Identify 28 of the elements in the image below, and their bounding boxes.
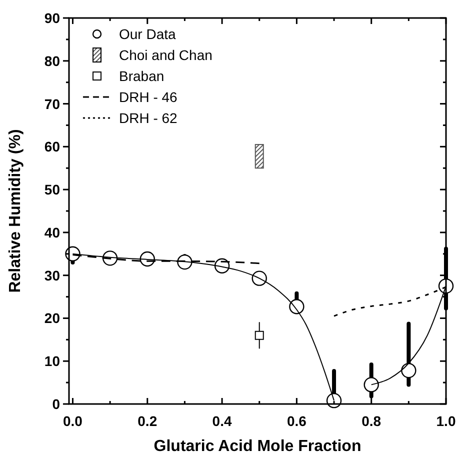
x-tick-label: 1.0	[436, 413, 456, 429]
y-tick-label: 70	[44, 96, 60, 112]
point	[252, 270, 267, 286]
y-tick-label: 50	[44, 182, 60, 198]
x-tick-label: 0.0	[63, 413, 83, 429]
y-tick-label: 0	[52, 396, 60, 412]
y-tick-label: 60	[44, 138, 60, 155]
point	[289, 299, 304, 314]
point	[254, 330, 264, 340]
y-tick-label: 90	[44, 10, 60, 26]
x-tick-label: 0.6	[286, 413, 307, 429]
legend-label: DRH - 46	[119, 89, 178, 105]
y-tick-label: 20	[44, 310, 60, 326]
y-axis-title: Relative Humidity (%)	[7, 129, 24, 293]
x-tick-label: 0.8	[362, 413, 382, 429]
x-tick-label: 0.4	[212, 413, 232, 429]
y-tick-label: 30	[44, 267, 60, 284]
y-tick-label: 80	[44, 52, 60, 69]
point	[401, 362, 416, 378]
y-tick-label: 40	[44, 224, 60, 240]
legend-label: Braban	[119, 68, 164, 84]
point	[364, 377, 379, 392]
legend-label: DRH - 62	[119, 110, 178, 126]
x-axis-title: Glutaric Acid Mole Fraction	[154, 438, 362, 455]
legend-label: Our Data	[119, 26, 176, 42]
legend-label: Choi and Chan	[119, 47, 212, 63]
x-tick-label: 0.2	[138, 413, 158, 429]
y-tick-label: 10	[44, 353, 60, 370]
